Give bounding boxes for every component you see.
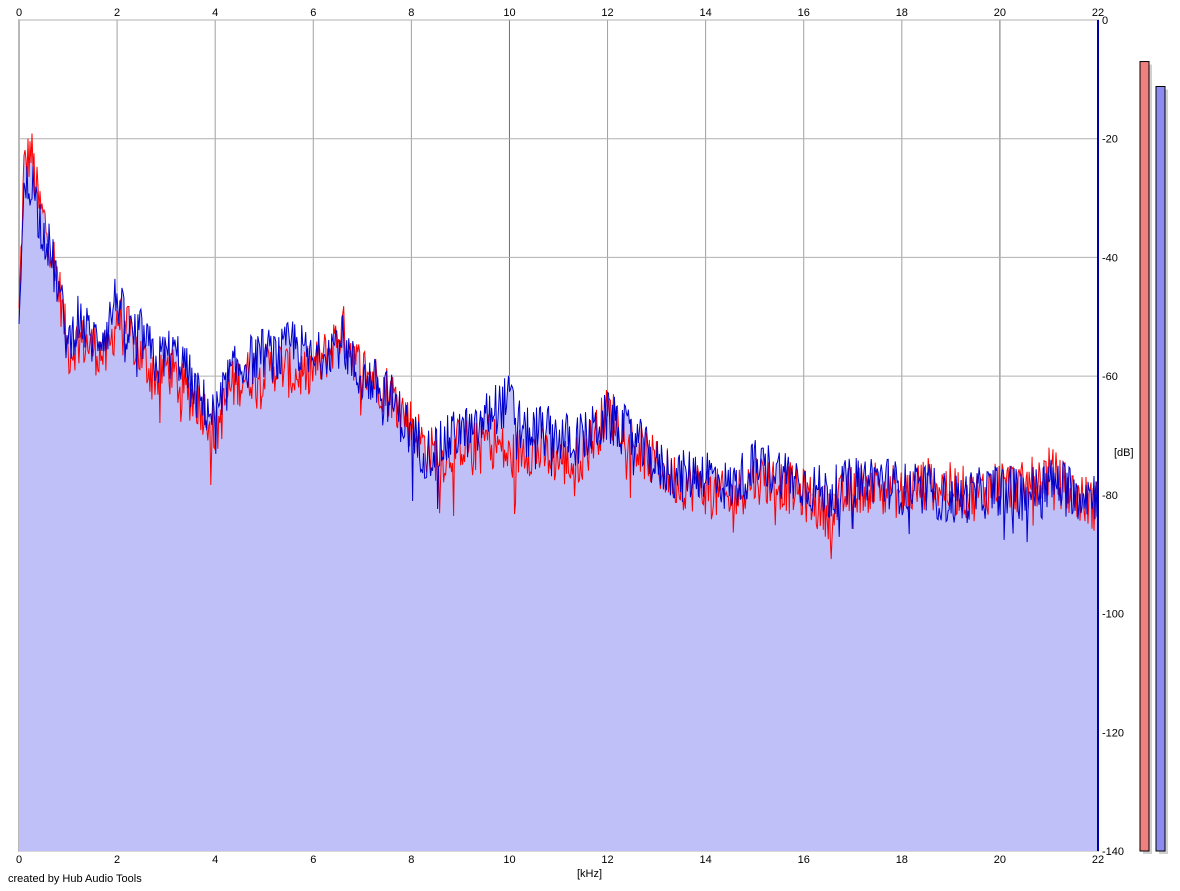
x-axis-label: [kHz] [577, 868, 602, 880]
x-tick-label-bottom: 6 [310, 854, 316, 866]
x-tick-label-bottom: 2 [114, 854, 120, 866]
x-tick-label-top: 0 [16, 7, 22, 19]
x-tick-labels-top: 0 2 4 6 8 10 12 14 16 18 20 22 [16, 7, 1104, 19]
x-tick-label-bottom: 18 [896, 854, 908, 866]
x-tick-label-top: 10 [503, 7, 515, 19]
y-axis-label: [dB] [1114, 447, 1134, 459]
y-tick-label: -40 [1102, 252, 1118, 264]
x-tick-label-top: 20 [994, 7, 1006, 19]
spectrum-area [19, 133, 1098, 851]
x-tick-label-top: 6 [310, 7, 316, 19]
x-tick-label-top: 2 [114, 7, 120, 19]
y-tick-label: -120 [1102, 727, 1124, 739]
y-tick-label: 0 [1102, 15, 1108, 27]
x-tick-label-bottom: 20 [994, 854, 1006, 866]
y-tick-label: -80 [1102, 490, 1118, 502]
level-meters [1139, 61, 1168, 855]
spectrum-series [18, 20, 1099, 851]
y-tick-label: -140 [1102, 846, 1124, 858]
series-line-1 [18, 166, 1099, 543]
x-tick-label-bottom: 16 [798, 854, 810, 866]
x-tick-label-bottom: 12 [601, 854, 613, 866]
y-tick-label: -20 [1102, 134, 1118, 146]
x-tick-label-bottom: 22 [1092, 854, 1104, 866]
spectrum-fill [19, 133, 1098, 851]
credit-text: created by Hub Audio Tools [8, 873, 142, 885]
x-tick-labels-bottom: 0 2 4 6 8 10 12 14 16 18 20 22 [16, 854, 1104, 866]
x-tick-label-top: 18 [896, 7, 908, 19]
x-tick-label-top: 12 [601, 7, 613, 19]
x-tick-label-top: 4 [212, 7, 218, 19]
x-tick-label-bottom: 4 [212, 854, 218, 866]
x-tick-label-bottom: 10 [503, 854, 515, 866]
x-tick-label-bottom: 14 [700, 854, 712, 866]
level-meter-1 [1155, 85, 1166, 852]
x-tick-label-top: 14 [700, 7, 712, 19]
x-tick-label-top: 8 [408, 7, 414, 19]
y-tick-label: -100 [1102, 609, 1124, 621]
x-tick-label-top: 22 [1092, 7, 1104, 19]
x-tick-label-bottom: 0 [16, 854, 22, 866]
y-tick-label: -60 [1102, 371, 1118, 383]
x-tick-label-bottom: 8 [408, 854, 414, 866]
x-tick-label-top: 16 [798, 7, 810, 19]
y-tick-labels: 0 -20 -40 -60 -80 -100 -120 -140 [1102, 15, 1124, 858]
level-meter-0 [1139, 61, 1150, 852]
